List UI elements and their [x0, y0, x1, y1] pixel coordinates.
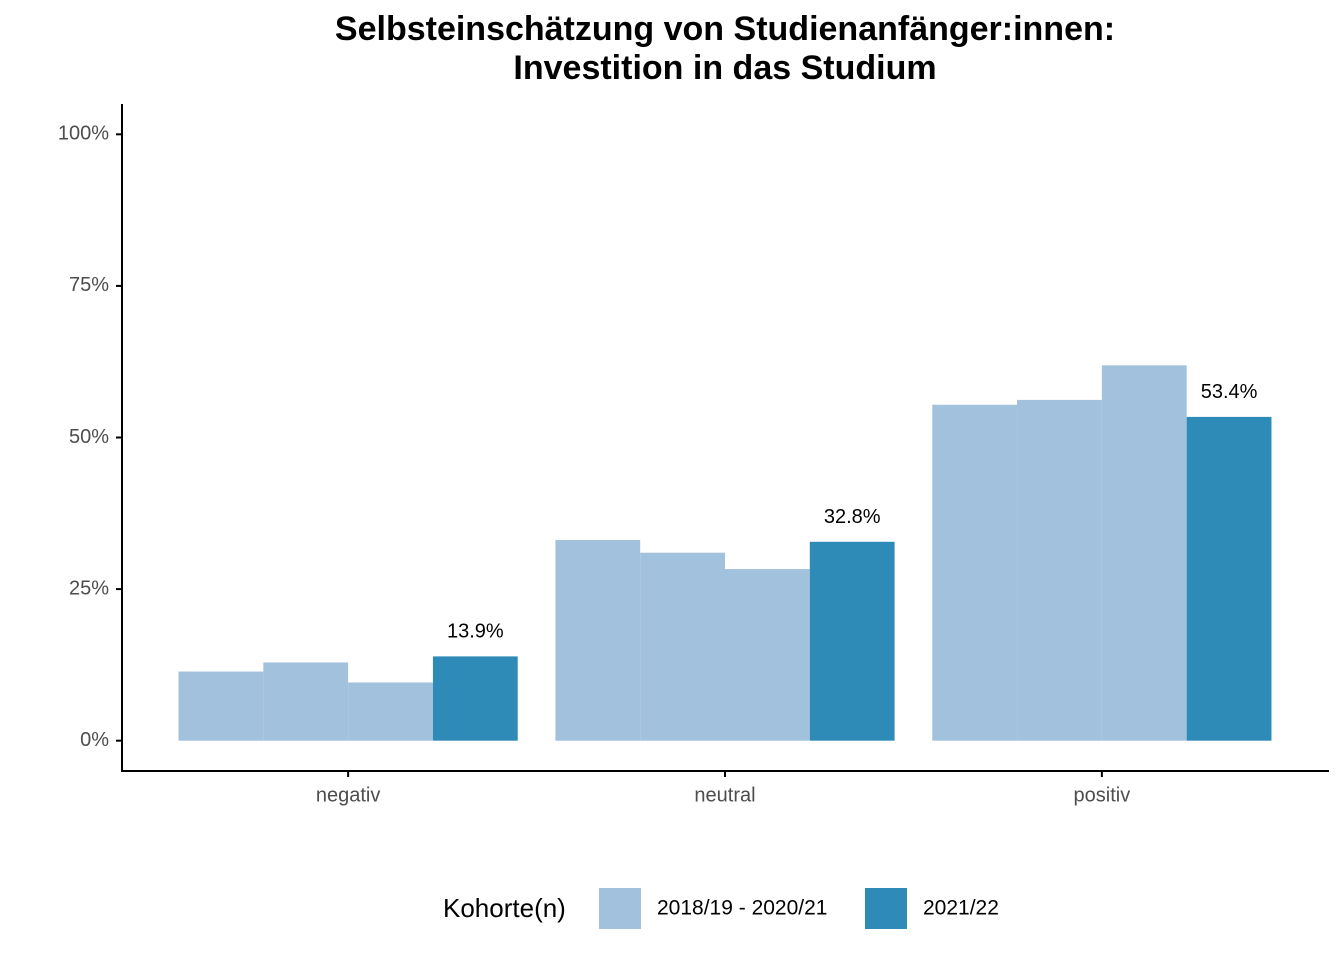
legend-key: [865, 888, 907, 929]
bar: [1101, 365, 1187, 741]
bar: [348, 682, 433, 741]
bar: [178, 671, 264, 741]
bar: [432, 656, 518, 741]
bar: [932, 404, 1018, 741]
x-tick-label: negativ: [316, 784, 381, 806]
y-tick-label: 25%: [69, 577, 109, 599]
legend-key: [599, 888, 641, 929]
bar: [725, 569, 810, 741]
bar: [263, 662, 349, 741]
y-tick-label: 100%: [58, 123, 109, 145]
bar: [1017, 399, 1102, 741]
x-tick-label: neutral: [694, 784, 755, 806]
y-tick-label: 0%: [80, 729, 109, 751]
value-label: 13.9%: [447, 621, 504, 643]
bar: [809, 541, 895, 741]
chart-title: Investition in das Studium: [513, 49, 936, 87]
legend-label: 2018/19 - 2020/21: [657, 897, 827, 920]
chart-title: Selbsteinschätzung von Studienanfänger:i…: [335, 10, 1115, 48]
legend-label: 2021/22: [923, 897, 999, 920]
y-tick-label: 50%: [69, 426, 109, 448]
bar: [1186, 416, 1272, 741]
y-tick-label: 75%: [69, 274, 109, 296]
legend-title: Kohorte(n): [443, 893, 566, 923]
value-label: 53.4%: [1201, 381, 1258, 403]
bar: [640, 552, 725, 741]
x-tick-label: positiv: [1074, 784, 1131, 806]
bar: [555, 539, 641, 741]
value-label: 32.8%: [824, 506, 881, 528]
